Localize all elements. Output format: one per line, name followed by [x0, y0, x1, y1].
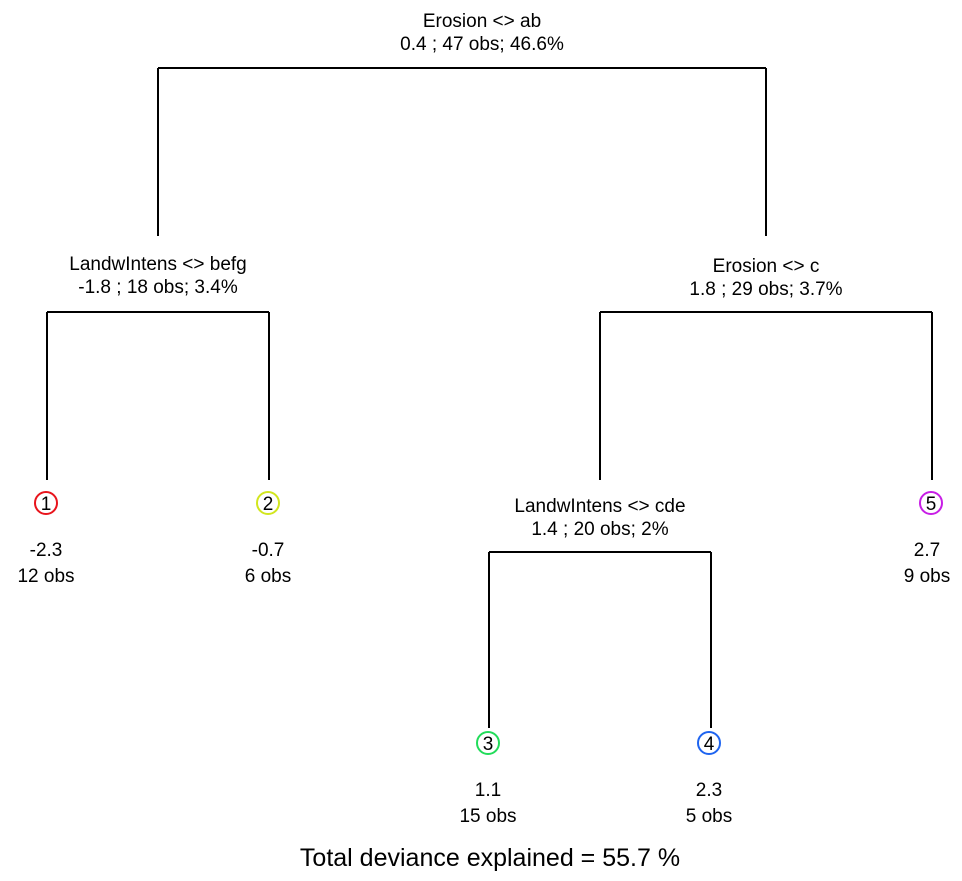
leaf-value-5: 2.7 [914, 540, 940, 561]
split-stats-left: -1.8 ; 18 obs; 3.4% [78, 277, 238, 298]
total-deviance-caption: Total deviance explained = 55.7 % [300, 844, 680, 872]
split-label-right: Erosion <> c [713, 256, 820, 277]
leaf-marker-1 [34, 491, 58, 515]
leaf-obs-5: 9 obs [904, 566, 950, 587]
leaf-obs-4: 5 obs [686, 806, 732, 827]
leaf-value-2: -0.7 [252, 540, 285, 561]
leaf-node-3: 3 1.1 15 obs [459, 731, 517, 827]
split-stats-right: 1.8 ; 29 obs; 3.7% [689, 279, 842, 300]
leaf-node-5: 5 2.7 9 obs [904, 491, 950, 587]
leaf-obs-3: 15 obs [459, 806, 516, 827]
split-label-right-left: LandwIntens <> cde [514, 496, 685, 517]
split-label-left: LandwIntens <> befg [69, 254, 246, 275]
leaf-marker-2 [256, 491, 280, 515]
leaf-value-3: 1.1 [475, 780, 501, 801]
split-stats-right-left: 1.4 ; 20 obs; 2% [531, 519, 668, 540]
leaf-marker-4 [697, 731, 721, 755]
leaf-marker-5 [919, 491, 943, 515]
leaf-obs-2: 6 obs [245, 566, 291, 587]
leaf-obs-1: 12 obs [17, 566, 74, 587]
leaf-id-5: 5 [926, 494, 937, 515]
split-node-left: LandwIntens <> befg -1.8 ; 18 obs; 3.4% [46, 254, 270, 480]
leaf-marker-3 [476, 731, 500, 755]
leaf-value-1: -2.3 [30, 540, 63, 561]
split-node-root: Erosion <> ab 0.4 ; 47 obs; 46.6% [157, 11, 767, 236]
leaf-node-1: 1 -2.3 12 obs [17, 491, 75, 587]
leaf-id-4: 4 [704, 734, 715, 755]
leaf-node-4: 4 2.3 5 obs [686, 731, 732, 827]
leaf-value-4: 2.3 [696, 780, 722, 801]
split-label-root: Erosion <> ab [423, 11, 541, 32]
leaf-node-2: 2 -0.7 6 obs [245, 491, 291, 587]
leaf-id-2: 2 [263, 494, 274, 515]
leaf-id-1: 1 [41, 494, 52, 515]
leaf-id-3: 3 [483, 734, 494, 755]
split-node-right-left: LandwIntens <> cde 1.4 ; 20 obs; 2% [488, 496, 712, 728]
split-stats-root: 0.4 ; 47 obs; 46.6% [400, 34, 564, 55]
split-node-right: Erosion <> c 1.8 ; 29 obs; 3.7% [599, 256, 933, 480]
